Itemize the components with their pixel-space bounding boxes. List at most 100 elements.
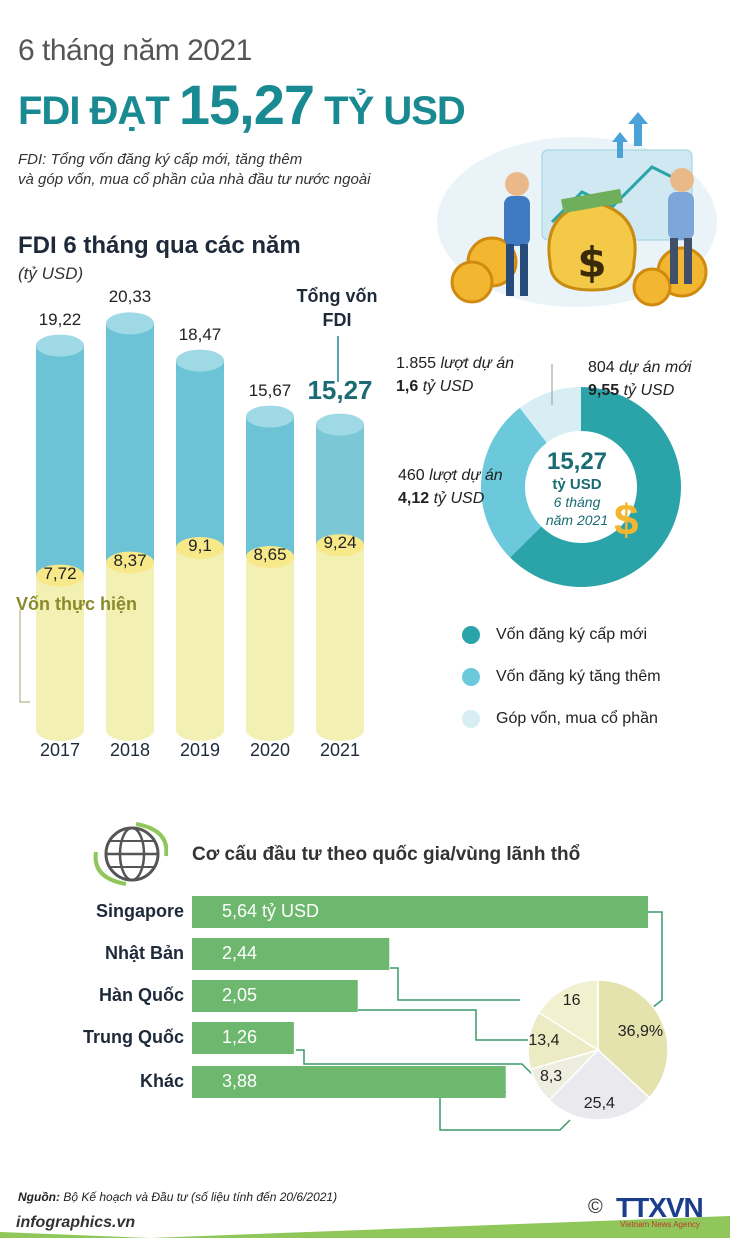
bar-total-2018 — [106, 323, 154, 563]
bar-label-total-2019: 18,47 — [178, 324, 222, 344]
bar-2020 — [246, 405, 294, 741]
total-caption-line-2: FDI — [322, 310, 352, 330]
money-bag-investors-illustration: $ — [437, 112, 717, 307]
bar-label-total-2017: 19,22 — [38, 309, 82, 329]
source-note: Nguồn: Bộ Kế hoạch và Đầu tư (số liệu tí… — [18, 1190, 337, 1204]
title-value: 15,27 — [178, 73, 315, 136]
bar-base-2021 — [316, 719, 364, 741]
bar-implemented-2020 — [246, 557, 294, 730]
bar-label-total-2020: 15,67 — [248, 380, 292, 400]
bar-base-2018 — [106, 719, 154, 741]
bar-2019 — [176, 349, 224, 741]
donut-slice-0 — [510, 387, 681, 587]
pie-slice-3 — [527, 1011, 600, 1071]
title-unit: TỶ USD — [314, 89, 466, 133]
donut-connectors — [551, 364, 553, 405]
donut-center-value: 15,27 — [546, 448, 608, 475]
legend-label-increase: Vốn đăng ký tăng thêm — [496, 668, 661, 685]
new-count: 804 — [588, 359, 615, 376]
chart-title: FDI 6 tháng qua các năm — [18, 232, 301, 259]
year-label-2018: 2018 — [109, 740, 151, 760]
share-count: 1.855 — [396, 355, 437, 372]
country-label-4: Khác — [139, 1071, 184, 1091]
country-label-1: Nhật Bản — [104, 943, 184, 963]
bar-base-2019 — [176, 719, 224, 741]
increase-value: 4,12 — [398, 490, 430, 507]
bar-label-implemented-2017: 7,72 — [43, 563, 77, 583]
legend-item-share: Góp vốn, mua cổ phần — [462, 710, 661, 728]
new-count-suffix: dự án mới — [614, 359, 692, 376]
pie-label-2: 8,3 — [539, 1067, 563, 1085]
bar-top-2019 — [176, 349, 224, 372]
fdi-donut-chart — [481, 387, 681, 587]
legend-item-new: Vốn đăng ký cấp mới — [462, 626, 661, 644]
bar-2018 — [106, 312, 154, 741]
legend-item-increase: Vốn đăng ký tăng thêm — [462, 668, 661, 686]
new-value-suffix: tỷ USD — [619, 382, 675, 399]
bar-implemented-top-2017 — [36, 564, 84, 587]
legend-swatch-share — [462, 710, 480, 728]
ttxvn-logo-subtitle: Vietnam News Agency — [620, 1220, 700, 1229]
hbar-2 — [192, 980, 358, 1012]
increase-value-suffix: tỷ USD — [429, 490, 485, 507]
bar-implemented-2019 — [176, 548, 224, 730]
donut-center-period-1: 6 tháng — [553, 494, 601, 510]
page-title: FDI ĐẠT 15,27 TỶ USD — [18, 72, 466, 137]
country-label-3: Trung Quốc — [83, 1027, 184, 1047]
site-link[interactable]: infographics.vn — [16, 1214, 136, 1231]
donut-center: 15,27 tỷ USD 6 tháng năm 2021 — [530, 448, 624, 529]
bar-label-implemented-2018: 8,37 — [113, 550, 147, 570]
hbar-value-1: 2,44 — [222, 943, 258, 963]
year-label-2019: 2019 — [179, 740, 221, 760]
hbar-value-4: 3,88 — [222, 1071, 258, 1091]
svg-text:$: $ — [577, 238, 606, 287]
bar-2017 — [36, 334, 84, 741]
bar-implemented-2018 — [106, 562, 154, 730]
annotation-new: 804 dự án mới 9,55 tỷ USD — [588, 356, 691, 402]
share-value: 1,6 — [396, 378, 419, 395]
pie-slice-1 — [548, 1048, 651, 1121]
bar-implemented-2021 — [316, 545, 364, 730]
legend-label-share: Góp vốn, mua cổ phần — [496, 710, 658, 727]
pie-slice-0 — [597, 979, 669, 1099]
increase-count-suffix: lượt dự án — [424, 467, 503, 484]
hbar-3 — [192, 1022, 294, 1054]
legend-label-new: Vốn đăng ký cấp mới — [496, 626, 648, 643]
share-value-suffix: tỷ USD — [418, 378, 474, 395]
bar-label-implemented-2019: 9,1 — [188, 536, 212, 555]
pie-slice-4 — [537, 979, 599, 1052]
globe-icon — [93, 822, 168, 886]
bar-top-2018 — [106, 312, 154, 335]
legend-swatch-new — [462, 626, 480, 644]
bar-total-2017 — [36, 345, 84, 576]
bar-implemented-2017 — [36, 575, 84, 730]
pie-label-3: 13,4 — [528, 1032, 560, 1050]
donut-center-period-2: năm 2021 — [545, 512, 609, 528]
bar-total-2020 — [246, 416, 294, 557]
dollar-icon: $ — [614, 496, 639, 545]
bar-total-2019 — [176, 360, 224, 548]
hbar-value-2: 2,05 — [222, 985, 258, 1005]
bar-2021 — [316, 413, 364, 741]
hbar-1 — [192, 938, 390, 970]
hbar-0 — [192, 896, 648, 928]
pie-label-1: 25,4 — [583, 1094, 615, 1112]
bar-implemented-top-2021 — [316, 534, 364, 557]
footer-band — [0, 1216, 730, 1238]
title-main: FDI ĐẠT — [18, 89, 179, 133]
donut-slice-1 — [481, 407, 547, 558]
bar-label-implemented-2021: 9,24 — [323, 533, 357, 553]
bar-top-2017 — [36, 334, 84, 357]
total-caption-line-1: Tổng vốn — [296, 286, 378, 306]
hbar-4 — [192, 1066, 506, 1098]
source-label: Nguồn: — [18, 1190, 60, 1204]
bar-implemented-top-2019 — [176, 537, 224, 559]
definition-note: FDI: Tổng vốn đăng ký cấp mới, tăng thêm… — [18, 150, 418, 190]
bar-label-total-2021: 15,27 — [307, 374, 373, 405]
increase-count: 460 — [398, 467, 425, 484]
bar-top-2021 — [316, 413, 364, 436]
bar-total-2021 — [316, 424, 364, 546]
implemented-connector — [19, 610, 30, 703]
total-caption: Tổng vốn FDI — [282, 284, 392, 332]
